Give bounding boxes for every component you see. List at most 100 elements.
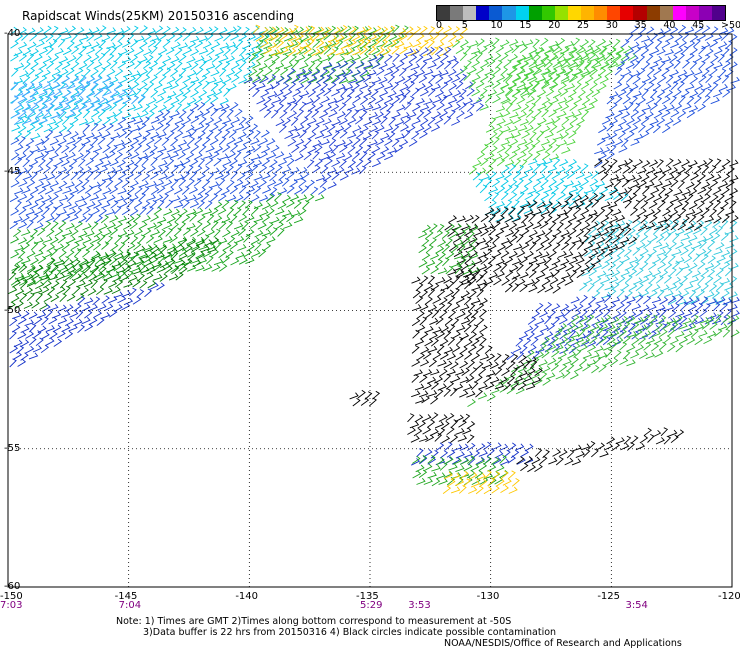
lat-tick-label: -60 bbox=[4, 581, 21, 592]
wind-barbs bbox=[243, 46, 484, 189]
wind-region-south-yellow bbox=[442, 470, 520, 495]
wind-region-west-blue bbox=[9, 101, 327, 230]
colorbar-label: 45 bbox=[692, 20, 705, 31]
lat-tick-label: -40 bbox=[4, 28, 21, 39]
map-title: Rapidscat Winds(25KM) 20150316 ascending bbox=[22, 9, 295, 23]
colorbar-swatch bbox=[541, 6, 555, 20]
time-label: 7:04 bbox=[118, 600, 142, 611]
wind-barbs bbox=[467, 313, 740, 407]
wind-region-small-black-west bbox=[349, 389, 381, 407]
wind-region-north-yellow bbox=[252, 24, 468, 57]
wind-barbs bbox=[412, 454, 509, 487]
time-label: 3:53 bbox=[408, 600, 431, 611]
wind-barbs bbox=[9, 282, 165, 368]
wind-barbs bbox=[442, 470, 520, 495]
lat-tick-label: -55 bbox=[4, 442, 21, 454]
colorbar-labels: 0 5 10 15 20 25 30 35 40 45 >50 knots bbox=[436, 20, 740, 32]
wind-barbs bbox=[594, 158, 739, 232]
time-label: 3:54 bbox=[625, 600, 648, 611]
lat-tick-label: -50 bbox=[4, 304, 21, 316]
colorbar-swatch bbox=[437, 6, 451, 20]
wind-barbs bbox=[411, 267, 493, 368]
wind-barbs bbox=[9, 25, 277, 140]
wind-region-central-blue bbox=[243, 46, 484, 189]
colorbar-swatch bbox=[567, 6, 582, 20]
colorbar-swatch bbox=[646, 6, 660, 20]
colorbar-swatch bbox=[502, 6, 516, 20]
lon-tick-label: -130 bbox=[476, 591, 500, 602]
colorbar-swatch bbox=[528, 6, 542, 20]
colorbar-swatch bbox=[711, 6, 726, 20]
note-line-3: NOAA/NESDIS/Office of Research and Appli… bbox=[444, 638, 682, 649]
colorbar-label: >50 knots bbox=[721, 20, 740, 31]
wind-barbs bbox=[468, 46, 625, 176]
time-label: 7:03 bbox=[0, 600, 23, 611]
wind-region-swath-black-low bbox=[407, 412, 476, 444]
note-line-2: 3)Data buffer is 22 hrs from 20150316 4)… bbox=[143, 627, 557, 638]
lat-tick-label: -45 bbox=[4, 166, 21, 178]
colorbar-label: 15 bbox=[519, 20, 532, 31]
wind-barbs bbox=[252, 24, 468, 57]
wind-region-swath-black-mid bbox=[411, 267, 493, 368]
colorbar-swatch bbox=[554, 6, 568, 20]
note-line-1: Note: 1) Times are GMT 2)Times along bot… bbox=[116, 616, 512, 627]
colorbar-label: 30 bbox=[605, 20, 618, 31]
colorbar-label: 25 bbox=[577, 20, 590, 31]
wind-region-west-darkgreen bbox=[7, 237, 220, 310]
lon-tick-label: -140 bbox=[235, 591, 259, 602]
wind-barbs bbox=[516, 427, 685, 473]
colorbar-swatch bbox=[450, 6, 464, 20]
wind-barbs bbox=[10, 74, 146, 126]
colorbar-label: 0 bbox=[436, 20, 443, 31]
wind-region-east-blue bbox=[594, 24, 740, 168]
colorbar-swatch bbox=[594, 6, 608, 20]
colorbar-swatch bbox=[463, 6, 477, 20]
wind-barbs bbox=[349, 389, 381, 407]
colorbar-label: 5 bbox=[461, 20, 468, 31]
wind-region-west-blue-south bbox=[9, 282, 165, 368]
colorbar-swatch bbox=[672, 6, 686, 20]
colorbar-swatch bbox=[581, 6, 595, 20]
plot-frame bbox=[7, 33, 733, 588]
lon-tick-label: -125 bbox=[597, 591, 621, 602]
colorbar-label: 20 bbox=[548, 20, 561, 31]
wind-region-east-green-band bbox=[468, 46, 625, 176]
wind-region-south-green bbox=[412, 454, 509, 487]
colorbar-swatch bbox=[515, 6, 529, 20]
colorbar-swatch bbox=[489, 6, 503, 20]
wind-barbs bbox=[9, 101, 327, 230]
wind-barbs bbox=[579, 218, 739, 306]
lon-tick-label: -150 bbox=[0, 591, 23, 602]
wind-barbs bbox=[418, 223, 481, 275]
lon-tick-label: -120 bbox=[718, 591, 740, 602]
time-label: 5:29 bbox=[360, 600, 383, 611]
colorbar-swatch bbox=[620, 6, 634, 20]
wind-region-south-black-band bbox=[516, 427, 685, 473]
lat-lon-grid bbox=[8, 34, 732, 587]
wind-region-east-cyan bbox=[472, 157, 629, 223]
lon-tick-label: -135 bbox=[356, 591, 379, 602]
lon-tick-label: -145 bbox=[114, 591, 138, 602]
colorbar-swatch bbox=[476, 6, 490, 20]
wind-barbs bbox=[472, 157, 629, 223]
wind-region-east-cyan-south bbox=[579, 218, 739, 306]
wind-barbs bbox=[594, 24, 740, 168]
wind-barbs bbox=[411, 353, 543, 405]
colorbar-swatch bbox=[633, 6, 647, 20]
colorbar-swatch bbox=[685, 6, 699, 20]
colorbar-label: 35 bbox=[634, 20, 647, 31]
wind-region-cyclone-black-north bbox=[594, 158, 739, 232]
wind-region-swath-black-south bbox=[411, 353, 543, 405]
colorbar-label: 40 bbox=[663, 20, 676, 31]
wind-barbs bbox=[407, 412, 476, 444]
wind-region-swath-green-box bbox=[418, 223, 481, 275]
wind-barbs bbox=[7, 237, 220, 310]
wind-region-west-mixed bbox=[10, 74, 146, 126]
wind-barbs-layer bbox=[7, 24, 740, 495]
colorbar-swatch bbox=[607, 6, 621, 20]
colorbar-swatch bbox=[659, 6, 673, 20]
wind-region-west-lightblue bbox=[9, 25, 277, 140]
colorbar-swatch bbox=[698, 6, 712, 20]
colorbar-label: 10 bbox=[490, 20, 503, 31]
